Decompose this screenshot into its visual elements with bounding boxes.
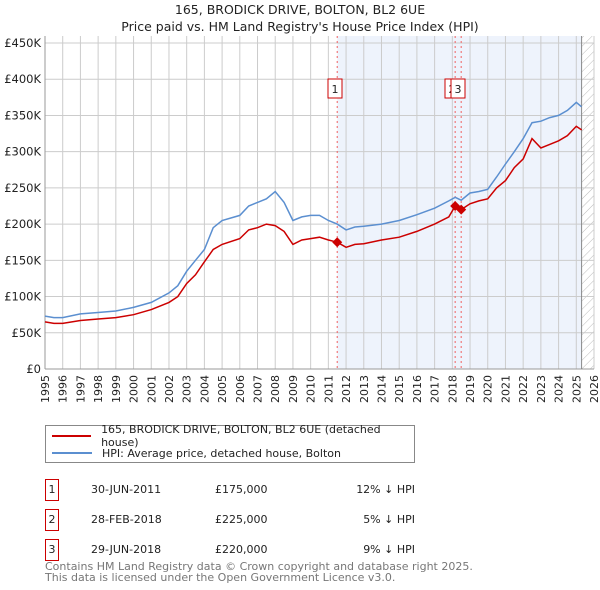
y-tick-label: £450K <box>4 36 41 50</box>
x-tick-label: 1998 <box>92 375 105 403</box>
legend: 165, BRODICK DRIVE, BOLTON, BL2 6UE (det… <box>45 423 415 463</box>
x-tick-label: 2020 <box>482 375 495 403</box>
x-tick-label: 2001 <box>145 375 158 403</box>
price-chart: 1995 1996 1997 1998 1999 2000 2001 2002 2003 2004… <box>4 36 600 403</box>
y-tick-label: £150K <box>4 253 41 267</box>
footer-line-1: Contains HM Land Registry data © Crown c… <box>45 560 473 573</box>
y-tick-label: £200K <box>4 217 41 231</box>
transaction-marker: 2 <box>45 509 59 531</box>
transaction-price: £175,000 <box>215 483 268 496</box>
annotation-label: 3 <box>455 83 462 96</box>
x-tick-label: 2012 <box>340 375 353 403</box>
transaction-price: £225,000 <box>215 513 268 526</box>
legend-label: HPI: Average price, detached house, Bolt… <box>102 446 341 460</box>
x-tick-label: 2002 <box>163 375 176 403</box>
chart-subtitle: Price paid vs. HM Land Registry's House … <box>121 19 479 34</box>
legend-swatch-blue <box>52 452 92 454</box>
x-tick-label: 2007 <box>252 375 265 403</box>
x-tick-label: 2013 <box>358 375 371 403</box>
x-tick-label: 2015 <box>393 375 406 403</box>
legend-item-property: 165, BRODICK DRIVE, BOLTON, BL2 6UE (det… <box>52 423 414 449</box>
series-line <box>44 101 583 319</box>
y-tick-label: £0 <box>26 362 41 376</box>
x-tick-label: 2024 <box>553 375 566 403</box>
annotation-box <box>450 78 466 99</box>
transaction-row: 1 30-JUN-2011 £175,000 12% ↓ HPI <box>45 479 445 501</box>
y-tick-label: £50K <box>12 326 42 340</box>
x-tick-label: 2018 <box>446 375 459 403</box>
x-tick-label: 2010 <box>305 375 318 403</box>
transaction-row: 3 29-JUN-2018 £220,000 9% ↓ HPI <box>45 539 445 561</box>
x-tick-label: 2000 <box>128 375 141 403</box>
x-tick-label: 1997 <box>74 375 87 403</box>
x-tick-label: 2006 <box>234 375 247 403</box>
x-tick-label: 2009 <box>287 375 300 403</box>
x-tick-label: 2022 <box>517 375 530 403</box>
x-tick-label: 2021 <box>499 375 512 403</box>
annotation-label: 1 <box>332 83 339 96</box>
transaction-date: 29-JUN-2018 <box>91 543 162 556</box>
chart-title: 165, BRODICK DRIVE, BOLTON, BL2 6UE <box>174 2 426 17</box>
x-tick-label: 2011 <box>322 375 335 403</box>
transaction-hpi-diff: 9% ↓ HPI <box>363 543 415 556</box>
x-tick-label: 2004 <box>198 375 211 403</box>
series-line <box>44 125 583 325</box>
transaction-hpi-diff: 5% ↓ HPI <box>363 513 415 526</box>
x-tick-label: 2025 <box>570 375 583 403</box>
x-tick-label: 2003 <box>181 375 194 403</box>
forecast-hatch <box>581 36 594 369</box>
x-tick-label: 2023 <box>535 375 548 403</box>
x-tick-label: 2016 <box>411 375 424 403</box>
legend-item-hpi: HPI: Average price, detached house, Bolt… <box>52 445 341 461</box>
sale-point <box>456 204 467 215</box>
x-tick-label: 2008 <box>269 375 282 403</box>
y-tick-label: £250K <box>4 181 41 195</box>
y-tick-label: £400K <box>4 72 41 86</box>
transaction-marker: 1 <box>45 479 59 501</box>
x-tick-label: 2014 <box>375 375 388 403</box>
x-tick-label: 2017 <box>429 375 442 403</box>
annotation-box <box>327 78 343 99</box>
x-tick-label: 2005 <box>216 375 229 403</box>
transaction-row: 2 28-FEB-2018 £225,000 5% ↓ HPI <box>45 509 445 531</box>
x-tick-label: 2026 <box>588 375 600 403</box>
y-tick-label: £350K <box>4 108 41 122</box>
sale-point <box>332 237 343 248</box>
x-tick-label: 1996 <box>57 375 70 403</box>
transaction-date: 30-JUN-2011 <box>91 483 162 496</box>
legend-label: 165, BRODICK DRIVE, BOLTON, BL2 6UE (det… <box>101 423 381 449</box>
transaction-price: £220,000 <box>215 543 268 556</box>
x-tick-label: 2019 <box>464 375 477 403</box>
x-tick-label: 1999 <box>110 375 123 403</box>
transaction-marker: 3 <box>45 539 59 561</box>
transaction-date: 28-FEB-2018 <box>91 513 162 526</box>
y-tick-label: £100K <box>4 290 41 304</box>
legend-swatch-red <box>52 435 92 437</box>
footer-line-2: This data is licensed under the Open Gov… <box>45 571 396 584</box>
transaction-hpi-diff: 12% ↓ HPI <box>356 483 415 496</box>
y-tick-label: £300K <box>4 145 41 159</box>
x-tick-label: 1995 <box>39 375 52 403</box>
